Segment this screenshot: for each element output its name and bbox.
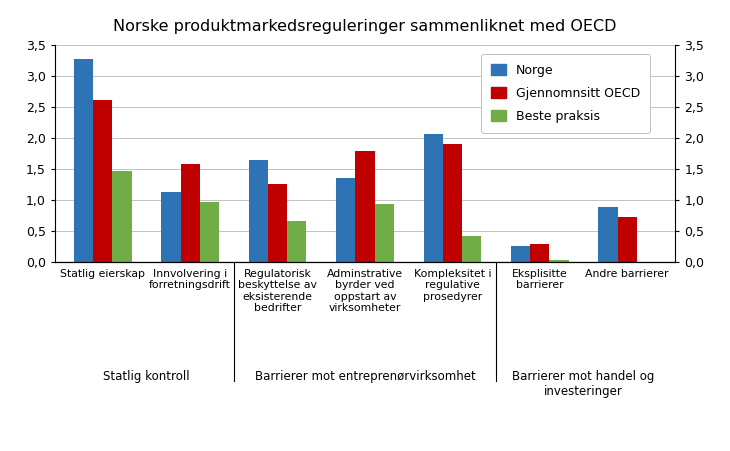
Bar (268, 184, 287, 262)
Bar (511, 246, 530, 262)
Bar (200, 202, 219, 262)
Bar (336, 178, 356, 262)
Bar (423, 134, 443, 262)
Bar (618, 217, 637, 262)
Bar (249, 160, 268, 262)
Bar (550, 260, 569, 262)
Bar (112, 171, 131, 262)
Bar (599, 207, 618, 262)
Bar (93, 100, 112, 262)
Legend: Norge, Gjennomnsitt OECD, Beste praksis: Norge, Gjennomnsitt OECD, Beste praksis (481, 54, 650, 133)
Bar (374, 204, 394, 262)
Bar (356, 152, 374, 262)
Bar (462, 235, 481, 262)
Text: Barrierer mot entreprenørvirksomhet: Barrierer mot entreprenørvirksomhet (255, 370, 475, 383)
Bar (443, 144, 462, 262)
Bar (180, 164, 200, 262)
Text: Barrierer mot handel og
investeringer: Barrierer mot handel og investeringer (512, 370, 655, 398)
Bar (530, 244, 550, 262)
Bar (161, 192, 180, 262)
Bar (74, 59, 93, 262)
Bar (287, 221, 307, 262)
Title: Norske produktmarkedsreguleringer sammenliknet med OECD: Norske produktmarkedsreguleringer sammen… (113, 19, 617, 34)
Text: Statlig kontroll: Statlig kontroll (103, 370, 190, 383)
